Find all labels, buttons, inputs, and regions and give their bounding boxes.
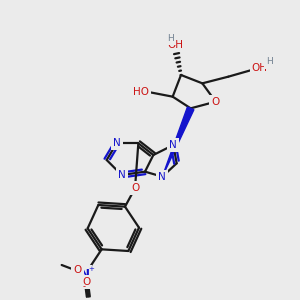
Text: O: O: [82, 277, 91, 287]
Text: +: +: [88, 266, 94, 272]
Text: H: H: [266, 58, 273, 67]
Text: O: O: [131, 183, 139, 193]
Text: O: O: [212, 97, 220, 107]
Text: -: -: [83, 283, 86, 292]
Text: N: N: [80, 268, 90, 281]
Text: H: H: [167, 34, 174, 43]
Text: HO: HO: [133, 87, 149, 97]
Text: N: N: [158, 172, 166, 182]
Text: N: N: [113, 138, 121, 148]
Text: N: N: [169, 140, 177, 150]
Polygon shape: [162, 107, 194, 177]
Text: N: N: [118, 170, 125, 180]
Text: OH: OH: [168, 40, 184, 50]
Text: OH: OH: [252, 63, 268, 73]
Text: O: O: [73, 265, 82, 275]
